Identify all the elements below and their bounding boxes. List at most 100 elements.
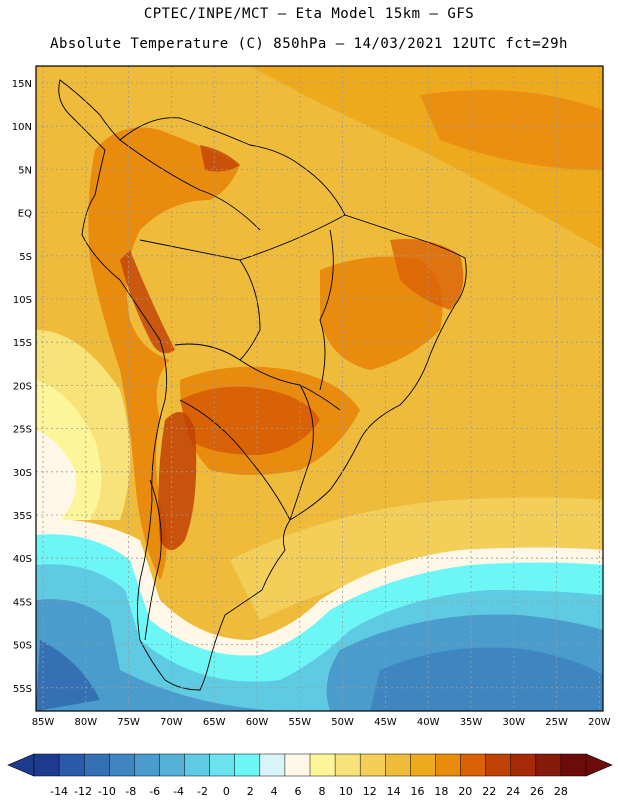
colorbar-tick-label: 6 [295, 785, 302, 798]
colorbar-labels: -14 -12 -10 -8 -6 -4 -2 0 2 4 6 8 10 12 14 16 18 20 22 24 26… [50, 785, 568, 798]
colorbar-swatch [234, 753, 261, 777]
lon-label: 70W [160, 717, 183, 728]
colorbar-swatch [159, 753, 186, 777]
southwest-blue-zone [36, 599, 300, 711]
lon-label: 25W [545, 717, 568, 728]
lat-label: 15N [12, 79, 32, 90]
pacific-cream-zone [36, 430, 76, 520]
colorbar-swatch [560, 753, 587, 777]
colorbar-swatch [460, 753, 487, 777]
border-line-4 [174, 343, 341, 411]
border-line-5 [179, 399, 291, 521]
colorbar-tick-label: -6 [149, 785, 160, 798]
andes-north-hot-strip [120, 250, 175, 354]
lat-label: 25S [13, 425, 32, 436]
colorbar-tick-label: 22 [482, 785, 496, 798]
lon-label: 20W [588, 717, 611, 728]
colorbar-swatch [109, 753, 135, 777]
colorbar-swatch [33, 753, 60, 777]
colorbar-tick-label: 28 [554, 785, 568, 798]
colorbar-swatch [134, 753, 161, 777]
colorbar-tick-label: -8 [125, 785, 136, 798]
lat-label: EQ [18, 209, 32, 220]
colorbar-tick-label: -2 [197, 785, 208, 798]
colorbar-tick-label: 18 [434, 785, 448, 798]
lon-label: 40W [417, 717, 440, 728]
lat-label: 40S [13, 554, 32, 565]
lat-label: 5N [18, 165, 32, 176]
latitude-labels: 15N 10N 5N EQ 5S 10S 15S 20S 25S 30S 35S 40S 45S 50S 5… [12, 79, 32, 695]
border-line-6 [289, 384, 314, 521]
continent-outline [58, 79, 467, 691]
lon-label: 80W [74, 717, 97, 728]
andes-warm-zone [88, 127, 240, 580]
lon-label: 30W [502, 717, 525, 728]
lat-label: 45S [13, 597, 32, 608]
andes-hot-strip [158, 412, 197, 550]
colorbar-swatch [58, 753, 85, 777]
map-field [36, 66, 603, 711]
lat-label: 55S [13, 684, 32, 695]
northeast-brazil-hot-zone [390, 239, 464, 310]
colorbar-swatch [510, 753, 537, 777]
colorbar-swatch [435, 753, 462, 777]
colorbar-tick-label: 10 [339, 785, 353, 798]
colorbar-tick-label: 16 [411, 785, 425, 798]
colorbar-swatch [83, 753, 110, 777]
map-frame [35, 65, 604, 712]
colorbar-tick-label: 4 [271, 785, 278, 798]
lon-label: 55W [288, 717, 311, 728]
lat-label: 10S [13, 295, 32, 306]
colorbar-tick-label: 0 [223, 785, 230, 798]
colorbar-swatch [209, 753, 236, 777]
lat-label: 15S [13, 338, 32, 349]
chart-title-line-1: CPTEC/INPE/MCT – Eta Model 15km – GFS [143, 6, 475, 22]
lat-label: 35S [13, 511, 32, 522]
colorbar-swatch [385, 753, 411, 777]
deep-blue-zone [370, 647, 603, 711]
lon-label: 65W [203, 717, 226, 728]
colorbar-swatch [410, 753, 437, 777]
lat-label: 20S [13, 381, 32, 392]
colorbar-min-arrow [7, 753, 35, 777]
chaco-hot-zone [180, 386, 320, 455]
colorbar-tick-label: 8 [318, 785, 325, 798]
atlantic-warmer-band [420, 90, 603, 170]
colorbar-swatch [259, 753, 286, 777]
lon-label: 60W [246, 717, 269, 728]
lon-label: 50W [331, 717, 354, 728]
border-line-7 [319, 229, 334, 391]
border-line-8 [144, 479, 162, 641]
colorbar [7, 753, 613, 777]
colorbar-max-arrow [585, 753, 613, 777]
colorbar-swatch [535, 753, 562, 777]
colorbar-swatch [485, 753, 512, 777]
chart-title-line-2: Absolute Temperature (C) 850hPa – 14/03/… [50, 36, 568, 52]
longitude-labels: 85W 80W 75W 70W 65W 60W 55W 50W 45W 40W 35W 30W 25W 2… [32, 717, 611, 728]
lat-label: 5S [19, 252, 32, 263]
colorbar-tick-label: 2 [247, 785, 254, 798]
lat-label: 30S [13, 468, 32, 479]
lon-label: 35W [460, 717, 483, 728]
colorbar-swatch [359, 753, 386, 777]
far-southwest-blue [36, 640, 100, 711]
lon-label: 85W [32, 717, 55, 728]
colorbar-tick-label: 14 [387, 785, 401, 798]
lon-label: 45W [374, 717, 397, 728]
venezuela-hot-spot [200, 145, 240, 172]
colorbar-tick-label: -12 [74, 785, 92, 798]
colorbar-tick-label: 26 [530, 785, 544, 798]
colorbar-tick-label: 20 [458, 785, 472, 798]
lat-label: 10N [12, 122, 32, 133]
colorbar-swatch [284, 753, 311, 777]
lon-label: 75W [117, 717, 140, 728]
colorbar-swatch [184, 753, 211, 777]
colorbar-swatch [309, 753, 336, 777]
colorbar-tick-label: -14 [50, 785, 68, 798]
colorbar-swatch [334, 753, 361, 777]
colorbar-tick-label: -10 [98, 785, 116, 798]
colorbar-tick-label: 24 [506, 785, 520, 798]
colorbar-tick-label: 12 [363, 785, 377, 798]
border-line-1 [119, 139, 261, 231]
